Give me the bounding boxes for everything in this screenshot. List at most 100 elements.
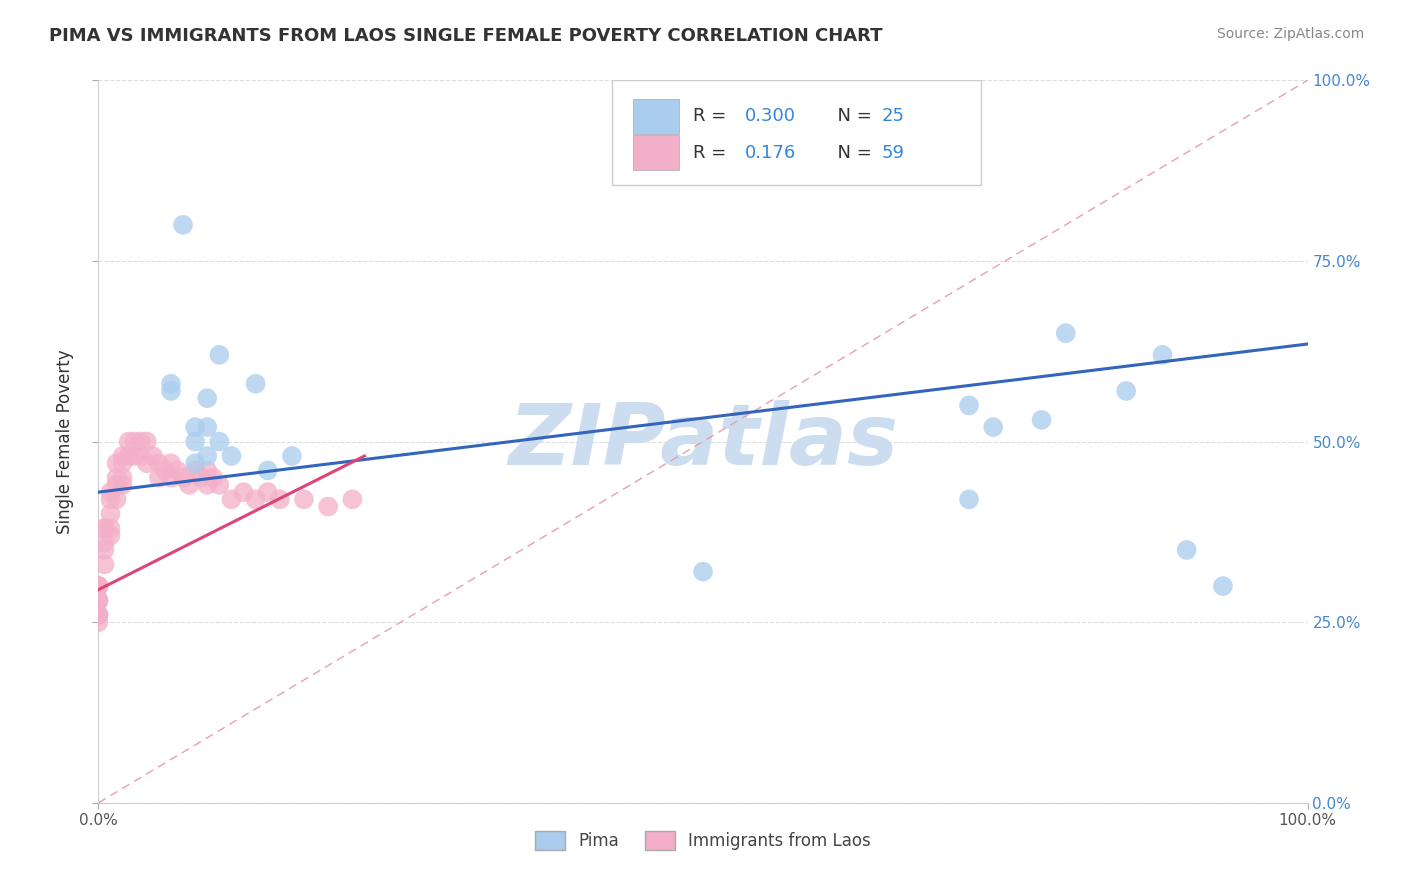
Point xyxy=(148,456,170,470)
Text: N =: N = xyxy=(827,107,877,126)
Text: 25: 25 xyxy=(882,107,905,126)
Point xyxy=(957,398,980,412)
Point xyxy=(87,607,110,622)
Point xyxy=(87,579,110,593)
Point xyxy=(111,470,134,484)
Point xyxy=(93,521,115,535)
Text: 0.176: 0.176 xyxy=(745,144,797,161)
Text: Source: ZipAtlas.com: Source: ZipAtlas.com xyxy=(1216,27,1364,41)
Text: ZIPatlas: ZIPatlas xyxy=(508,400,898,483)
Point xyxy=(100,492,122,507)
Point xyxy=(195,449,218,463)
Point xyxy=(172,218,194,232)
Point xyxy=(190,470,212,484)
Point xyxy=(245,376,267,391)
Point xyxy=(692,565,714,579)
Point xyxy=(342,492,364,507)
Point xyxy=(166,463,188,477)
Point xyxy=(87,593,110,607)
Point xyxy=(87,579,110,593)
Point xyxy=(184,434,207,449)
Point xyxy=(93,535,115,549)
Point xyxy=(87,607,110,622)
Point xyxy=(118,434,141,449)
Point xyxy=(160,470,183,484)
Point xyxy=(135,456,157,470)
Point xyxy=(142,449,165,463)
Point xyxy=(221,492,243,507)
FancyBboxPatch shape xyxy=(633,99,679,134)
Point xyxy=(208,434,231,449)
Point xyxy=(124,434,146,449)
Point xyxy=(195,391,218,405)
Text: R =: R = xyxy=(693,144,738,161)
Point xyxy=(124,449,146,463)
Text: 59: 59 xyxy=(882,144,905,161)
Point xyxy=(100,521,122,535)
Point xyxy=(269,492,291,507)
Point xyxy=(202,470,225,484)
Point xyxy=(105,478,128,492)
Point xyxy=(1175,542,1198,557)
Point xyxy=(179,478,201,492)
Point xyxy=(172,470,194,484)
Point xyxy=(1115,384,1137,398)
Point xyxy=(100,485,122,500)
Point xyxy=(93,521,115,535)
Point xyxy=(957,492,980,507)
Point xyxy=(208,348,231,362)
Point xyxy=(93,558,115,572)
Point xyxy=(129,434,152,449)
Point xyxy=(221,449,243,463)
Text: N =: N = xyxy=(827,144,877,161)
Point xyxy=(153,463,176,477)
Point xyxy=(232,485,254,500)
Point xyxy=(129,449,152,463)
Point xyxy=(160,376,183,391)
Point xyxy=(208,478,231,492)
Point xyxy=(87,579,110,593)
Point xyxy=(195,420,218,434)
Point xyxy=(87,593,110,607)
Point xyxy=(160,456,183,470)
Point xyxy=(118,449,141,463)
Point xyxy=(1152,348,1174,362)
Text: R =: R = xyxy=(693,107,733,126)
Point xyxy=(245,492,267,507)
Text: 0.300: 0.300 xyxy=(745,107,796,126)
Point xyxy=(184,420,207,434)
Point xyxy=(105,456,128,470)
Point xyxy=(87,607,110,622)
Point xyxy=(195,463,218,477)
Point xyxy=(87,593,110,607)
Point xyxy=(184,456,207,470)
Point xyxy=(111,449,134,463)
Point xyxy=(87,615,110,630)
Point xyxy=(111,478,134,492)
Point xyxy=(316,500,339,514)
Point xyxy=(100,528,122,542)
Point xyxy=(105,492,128,507)
FancyBboxPatch shape xyxy=(633,136,679,169)
Point xyxy=(1054,326,1077,340)
Point xyxy=(160,384,183,398)
FancyBboxPatch shape xyxy=(613,80,981,185)
Y-axis label: Single Female Poverty: Single Female Poverty xyxy=(56,350,75,533)
Point xyxy=(981,420,1004,434)
Point xyxy=(281,449,304,463)
Point xyxy=(195,478,218,492)
Legend: Pima, Immigrants from Laos: Pima, Immigrants from Laos xyxy=(529,824,877,857)
Point xyxy=(184,463,207,477)
Point xyxy=(148,470,170,484)
Point xyxy=(256,485,278,500)
Point xyxy=(135,434,157,449)
Point xyxy=(100,507,122,521)
Text: PIMA VS IMMIGRANTS FROM LAOS SINGLE FEMALE POVERTY CORRELATION CHART: PIMA VS IMMIGRANTS FROM LAOS SINGLE FEMA… xyxy=(49,27,883,45)
Point xyxy=(93,542,115,557)
Point xyxy=(1212,579,1234,593)
Point xyxy=(1031,413,1053,427)
Point xyxy=(105,470,128,484)
Point xyxy=(292,492,315,507)
Point xyxy=(111,456,134,470)
Point xyxy=(256,463,278,477)
